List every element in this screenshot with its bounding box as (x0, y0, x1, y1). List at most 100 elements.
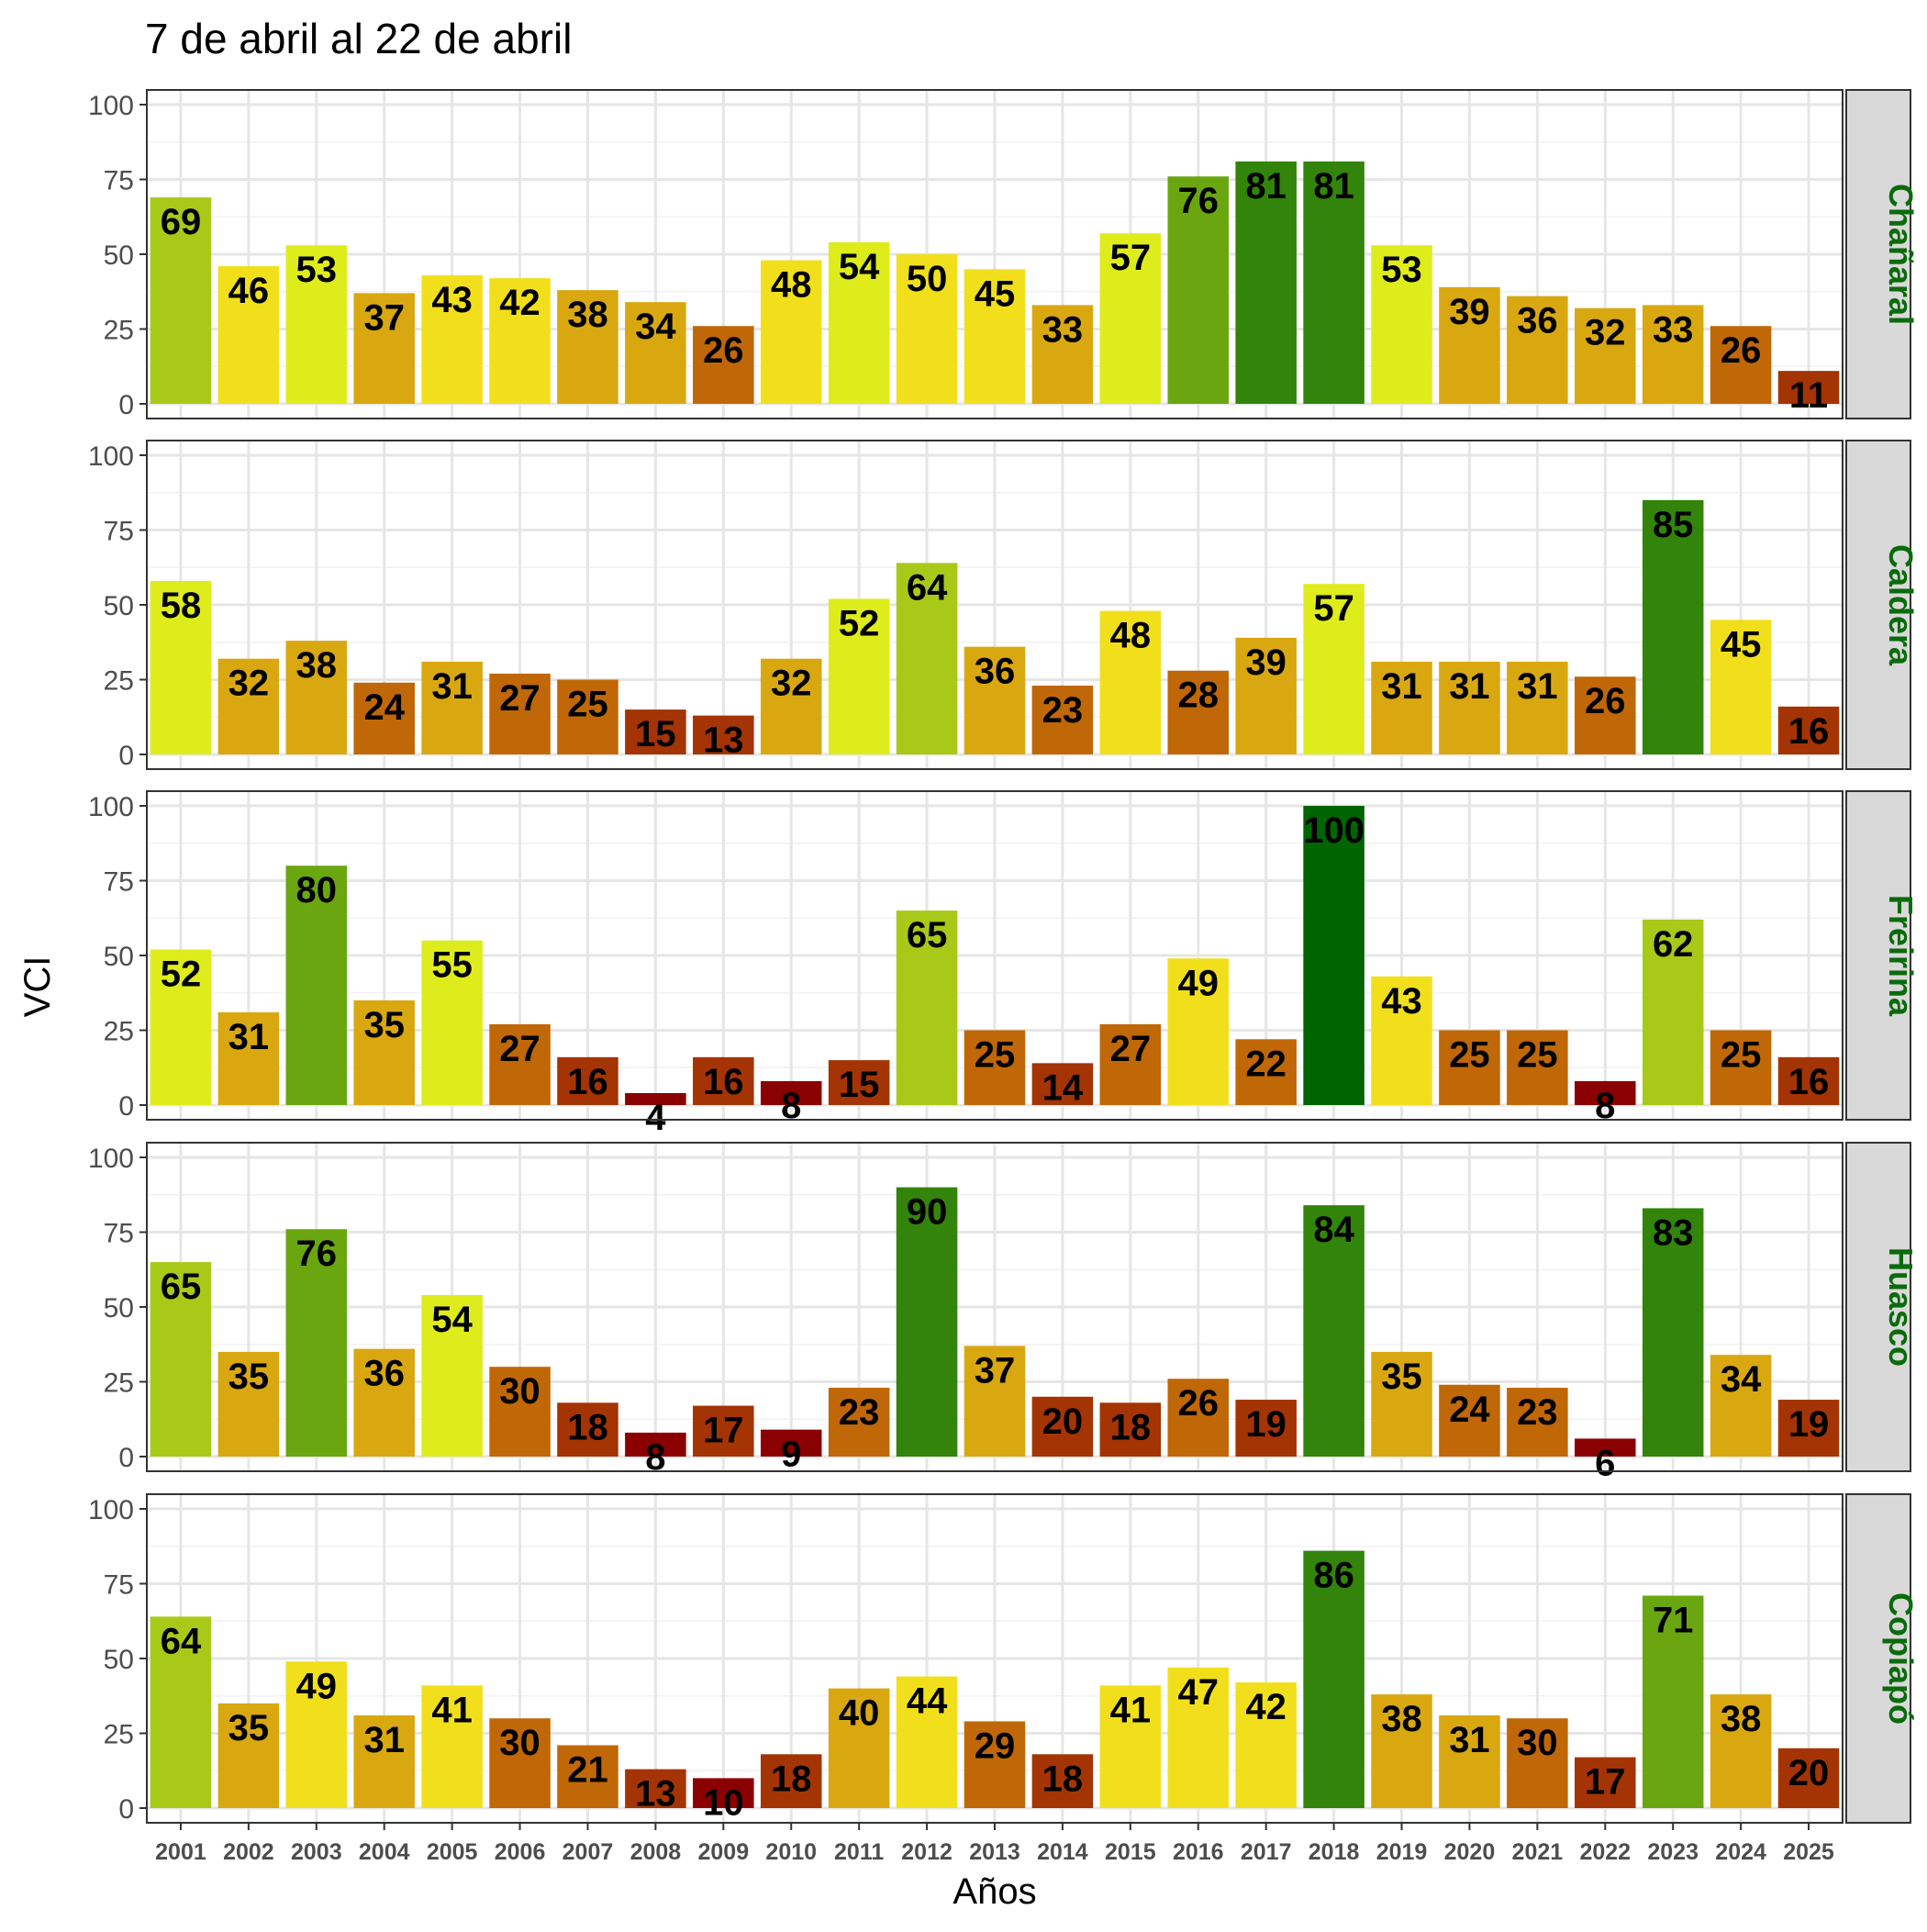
bar (353, 682, 415, 754)
x-tick-label: 2002 (223, 1839, 274, 1865)
bar-value-label: 26 (1585, 681, 1626, 721)
bar-value-label: 24 (363, 687, 405, 728)
bar (489, 673, 551, 754)
bar (1371, 1351, 1432, 1457)
bar-value-label: 18 (1042, 1759, 1084, 1799)
bar (828, 1688, 890, 1808)
bar (1507, 1718, 1568, 1808)
bar (150, 580, 212, 754)
y-tick-label: 25 (104, 1368, 134, 1399)
bar-value-label: 44 (907, 1681, 948, 1722)
bar (1303, 584, 1364, 754)
bar (896, 1187, 958, 1457)
bar-value-label: 52 (161, 954, 202, 994)
x-tick-label: 2005 (427, 1839, 478, 1865)
bar (1099, 1685, 1162, 1808)
bar (1642, 1208, 1704, 1457)
bar (1167, 176, 1230, 404)
bar-value-label: 8 (645, 1437, 665, 1478)
y-tick-label: 100 (88, 1495, 134, 1525)
y-tick-label: 75 (104, 517, 134, 547)
x-axis-label: Años (952, 1871, 1036, 1912)
bar-value-label: 39 (1449, 292, 1490, 332)
facet-panel: 65 35 76 36 54 30 18 8 17 9 23 90 37 20 18 26 19 84 35 24 23… (88, 1142, 1920, 1483)
bar (693, 1405, 754, 1457)
bar-value-label: 11 (1789, 375, 1828, 416)
bar-value-label: 76 (296, 1234, 338, 1274)
x-tick-label: 2022 (1579, 1839, 1631, 1865)
y-tick-label: 25 (104, 1017, 134, 1047)
bar (1235, 1039, 1297, 1105)
bar-value-label: 30 (1517, 1723, 1558, 1763)
bar (693, 326, 754, 404)
y-tick-label: 0 (118, 390, 134, 420)
bar (557, 1745, 618, 1808)
bar-value-label: 19 (1245, 1404, 1287, 1445)
bar (760, 1429, 822, 1457)
bar (1575, 676, 1636, 754)
bar (1235, 1682, 1297, 1808)
bar-value-label: 23 (839, 1392, 880, 1433)
x-axis-ticks: 2001 2002 2003 2004 2005 2006 2007 2008 2009 2010… (155, 1823, 1834, 1865)
bar (285, 1229, 348, 1457)
x-tick-label: 2017 (1241, 1839, 1292, 1865)
bar-value-label: 15 (635, 714, 676, 754)
bar-value-label: 86 (1313, 1556, 1354, 1596)
bar-value-label: 31 (431, 666, 473, 707)
bar-value-label: 8 (781, 1086, 801, 1126)
bar-value-label: 64 (907, 567, 948, 608)
bar-value-label: 36 (1517, 301, 1558, 341)
bar-value-label: 13 (635, 1774, 676, 1815)
x-tick-label: 2021 (1512, 1839, 1564, 1865)
bar (896, 910, 958, 1105)
bar (1575, 1080, 1636, 1105)
bar (489, 1023, 551, 1105)
y-tick-label: 50 (104, 942, 134, 972)
bar-value-label: 54 (839, 247, 880, 287)
bar (1167, 1379, 1230, 1457)
bar-value-label: 45 (1721, 624, 1762, 664)
bar-value-label: 25 (567, 685, 608, 725)
bar (693, 1056, 754, 1105)
bar-value-label: 31 (1449, 666, 1490, 707)
bar-value-label: 17 (703, 1411, 744, 1451)
x-tick-label: 2014 (1037, 1839, 1088, 1865)
y-tick-label: 0 (118, 1091, 134, 1122)
bar (1439, 661, 1500, 754)
bar (489, 278, 551, 404)
y-tick-label: 50 (104, 240, 134, 271)
bar (557, 290, 618, 404)
bar-value-label: 18 (567, 1407, 608, 1447)
bar-value-label: 53 (296, 250, 338, 290)
bar (1371, 976, 1432, 1105)
bar-value-label: 18 (771, 1759, 812, 1799)
bar-value-label: 43 (1381, 981, 1422, 1022)
bar-value-label: 76 (1178, 181, 1220, 221)
bar (828, 598, 890, 754)
y-tick-label: 75 (104, 1219, 134, 1249)
bar-value-label: 20 (1788, 1753, 1830, 1793)
bar-value-label: 33 (1653, 309, 1694, 350)
bar (1710, 326, 1772, 404)
bar (150, 949, 212, 1105)
bar-value-label: 36 (975, 652, 1016, 692)
bar-value-label: 16 (703, 1062, 744, 1102)
bar (1507, 1030, 1568, 1105)
bar (1303, 1205, 1364, 1457)
x-tick-label: 2010 (765, 1839, 817, 1865)
y-tick-label: 50 (104, 1293, 134, 1323)
bar-value-label: 38 (567, 295, 608, 335)
bar-value-label: 33 (1042, 309, 1084, 350)
facet-strip-label: Copiapó (1882, 1592, 1920, 1725)
bar-value-label: 57 (1313, 588, 1354, 629)
bar (1303, 806, 1364, 1105)
bar (1507, 1388, 1568, 1457)
bar (1710, 620, 1772, 754)
bar (1777, 371, 1840, 404)
bar (896, 563, 958, 754)
y-tick-label: 100 (88, 792, 134, 822)
y-tick-label: 100 (88, 1144, 134, 1174)
bar-value-label: 15 (839, 1065, 880, 1105)
facet-strip-label: Caldera (1882, 544, 1920, 666)
